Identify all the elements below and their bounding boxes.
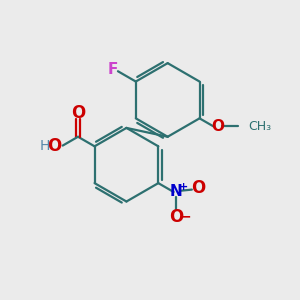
Text: O: O [71,103,85,122]
Text: −: − [180,210,191,224]
Text: F: F [107,62,118,77]
Text: N: N [169,184,182,200]
Text: H: H [39,139,50,153]
Text: +: + [178,182,188,192]
Text: O: O [212,119,224,134]
Text: O: O [47,136,61,154]
Text: O: O [190,179,205,197]
Text: O: O [169,208,183,226]
Text: CH₃: CH₃ [248,120,271,133]
